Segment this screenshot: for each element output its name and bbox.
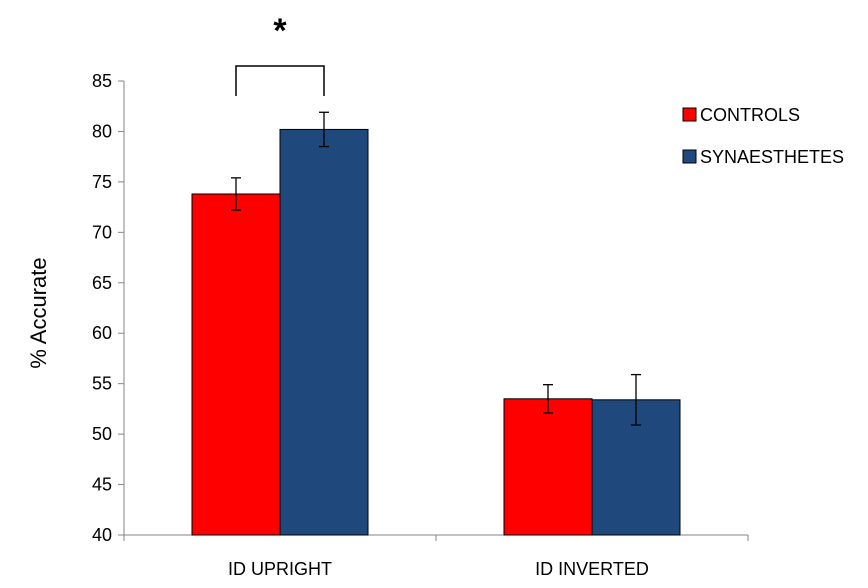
significance-bracket	[235, 65, 325, 96]
y-axis-title: % Accurate	[26, 257, 51, 368]
y-tick-label: 65	[92, 273, 112, 293]
x-tick-label: ID INVERTED	[535, 559, 649, 579]
bar-synaesthetes-id-upright	[279, 128, 369, 536]
legend: CONTROLS SYNAESTHETES	[682, 105, 844, 167]
bars	[191, 128, 681, 536]
bar-controls-id-inverted	[503, 398, 593, 536]
axes: 40 45 50 55 60 65 70 75 80 85 % Accurate ID UPRIGHT…	[26, 71, 749, 579]
y-tick-label: 60	[92, 323, 112, 343]
annotations: *	[235, 12, 325, 96]
y-tick-label: 50	[92, 424, 112, 444]
y-tick-label: 70	[92, 222, 112, 242]
y-tick-label: 45	[92, 475, 112, 495]
legend-label-controls: CONTROLS	[700, 105, 800, 125]
legend-swatch-controls	[682, 107, 697, 122]
y-tick-label: 85	[92, 71, 112, 91]
y-tick-label: 55	[92, 374, 112, 394]
significance-asterisk: *	[273, 12, 287, 50]
legend-label-synaesthetes: SYNAESTHETES	[700, 147, 844, 167]
legend-swatch-synaesthetes	[682, 149, 697, 164]
y-tick-label: 80	[92, 121, 112, 141]
x-tick-label: ID UPRIGHT	[228, 559, 332, 579]
y-tick-label: 40	[92, 525, 112, 545]
y-tick-label: 75	[92, 172, 112, 192]
bar-controls-id-upright	[191, 193, 281, 536]
error-bars	[231, 111, 641, 426]
